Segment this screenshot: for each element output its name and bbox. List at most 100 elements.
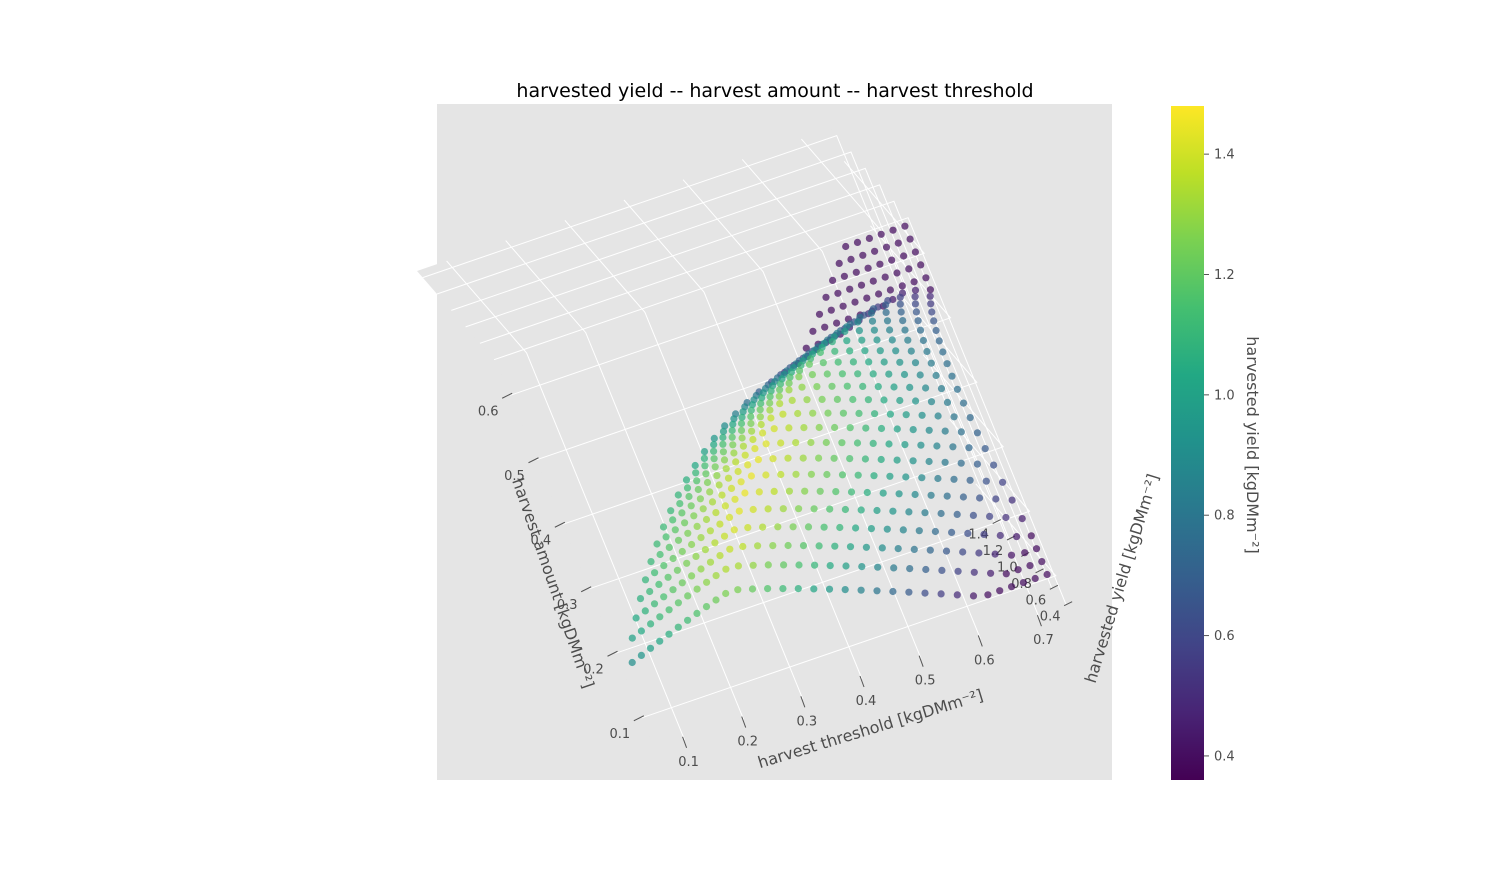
data-point — [918, 411, 926, 419]
data-point — [858, 563, 866, 571]
data-point — [756, 413, 765, 421]
data-point — [982, 477, 990, 485]
data-point — [813, 383, 821, 391]
data-point — [684, 592, 692, 600]
colorbar-tick-label: 1.2 — [1214, 268, 1235, 283]
data-point — [807, 438, 815, 447]
data-point — [939, 348, 947, 356]
data-point — [852, 524, 860, 532]
data-point — [865, 234, 874, 242]
data-point — [1021, 549, 1029, 557]
colorbar-tick-label: 1.4 — [1214, 148, 1235, 163]
data-point — [734, 467, 742, 476]
data-point — [816, 487, 824, 495]
data-point — [858, 336, 866, 344]
data-point — [821, 323, 829, 331]
data-point — [953, 510, 961, 518]
data-point — [992, 495, 1000, 503]
x-tick-label: 0.2 — [583, 662, 604, 677]
data-point — [862, 543, 871, 551]
data-point — [646, 587, 654, 596]
data-point — [710, 447, 718, 455]
data-point — [710, 441, 718, 449]
data-point — [1013, 533, 1021, 541]
data-point — [836, 523, 844, 532]
data-point — [832, 488, 840, 496]
data-point — [826, 562, 834, 570]
data-point — [905, 508, 913, 516]
data-point — [896, 358, 904, 366]
data-point — [692, 552, 700, 561]
data-point — [673, 566, 682, 574]
data-point — [926, 546, 934, 554]
data-point — [843, 337, 851, 345]
data-point — [796, 367, 804, 375]
x-tick-label: 0.1 — [609, 727, 630, 742]
data-point — [877, 230, 885, 238]
x-grid-line — [615, 418, 1031, 654]
data-point — [822, 438, 830, 447]
data-point — [794, 585, 802, 593]
data-point — [914, 317, 922, 325]
data-point — [981, 445, 989, 453]
data-point — [915, 527, 923, 535]
y-tick-mark — [977, 635, 983, 647]
data-point — [839, 409, 848, 417]
data-point — [779, 505, 787, 513]
data-point — [902, 411, 910, 419]
data-point — [774, 523, 782, 531]
data-point — [922, 274, 930, 282]
data-point — [780, 561, 788, 569]
data-point — [910, 278, 918, 286]
data-point — [719, 440, 727, 448]
data-point — [749, 561, 757, 569]
data-point — [716, 520, 724, 528]
data-point — [667, 507, 675, 515]
data-point — [770, 487, 778, 495]
data-point — [883, 317, 892, 325]
data-point — [674, 536, 683, 544]
data-point — [656, 613, 664, 621]
data-point — [641, 607, 649, 615]
data-point — [906, 383, 914, 391]
data-point — [682, 476, 691, 484]
data-point — [869, 277, 877, 285]
data-point — [847, 255, 855, 263]
data-point — [684, 616, 692, 624]
data-point — [819, 359, 827, 367]
z-tick-label: 0.6 — [1026, 593, 1047, 608]
data-point — [893, 425, 901, 433]
data-point — [785, 386, 793, 394]
data-point — [785, 379, 793, 387]
data-point — [785, 424, 793, 432]
data-point — [846, 285, 854, 293]
data-point — [841, 505, 850, 514]
data-point — [900, 252, 908, 260]
data-point — [665, 543, 673, 552]
data-point — [965, 444, 973, 452]
data-point — [719, 448, 728, 456]
data-point — [784, 454, 792, 462]
data-point — [970, 568, 978, 576]
data-point — [674, 623, 682, 631]
data-point — [776, 400, 784, 408]
data-point — [710, 455, 718, 463]
data-point — [694, 485, 702, 494]
data-point — [703, 578, 711, 586]
data-point — [660, 562, 668, 570]
data-point — [809, 409, 817, 417]
data-point — [854, 471, 862, 479]
data-point — [777, 470, 785, 479]
data-point — [937, 509, 945, 518]
data-point — [895, 490, 903, 498]
data-point — [702, 470, 710, 478]
data-point — [731, 495, 739, 503]
data-point — [873, 506, 881, 515]
data-point — [931, 527, 940, 536]
data-point — [732, 458, 740, 466]
data-point — [660, 593, 668, 601]
data-point — [678, 547, 686, 556]
data-point — [747, 472, 756, 480]
data-point — [825, 585, 834, 593]
data-point — [802, 344, 810, 352]
